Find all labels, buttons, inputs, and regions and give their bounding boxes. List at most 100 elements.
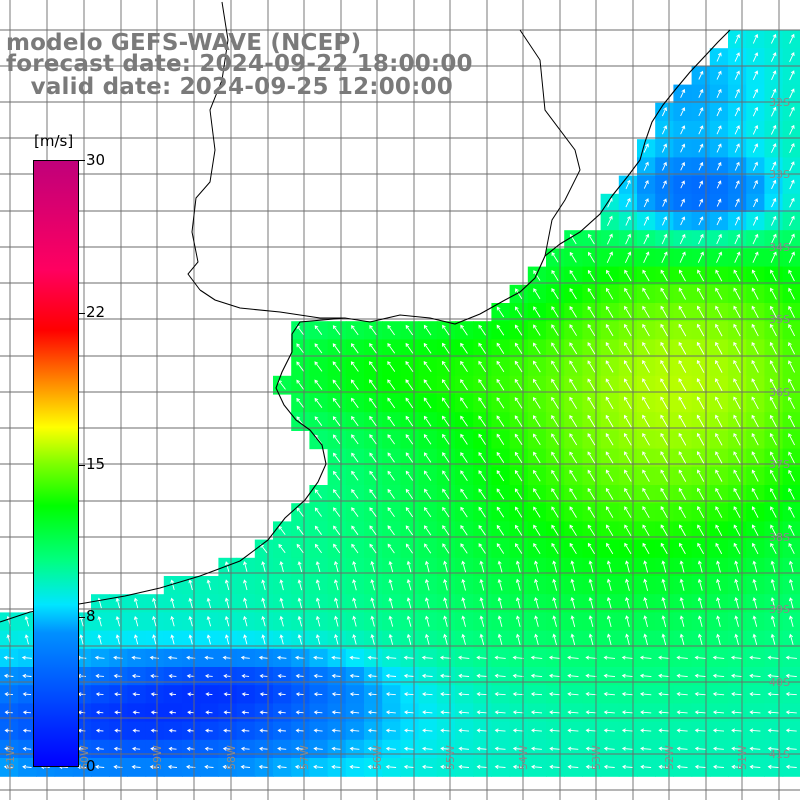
coastline [0,29,731,623]
wind-arrow [769,360,777,373]
wind-arrow [551,306,559,318]
wind-arrow [405,506,414,518]
wind-arrow [296,361,305,372]
wind-arrow [767,728,779,733]
wind-arrow [605,487,614,500]
wind-arrow [385,728,396,733]
wind-arrow [551,360,559,373]
wind-arrow [170,615,175,627]
wind-arrow [22,673,32,678]
wind-arrow [770,524,777,536]
wind-arrow [315,561,321,573]
wind-arrow [642,451,650,464]
wind-arrow [440,764,451,769]
wind-arrow [533,469,541,482]
wind-speed-cell [782,284,800,304]
wind-arrow [515,524,523,536]
wind-arrow [385,692,396,697]
wind-arrow [752,633,758,646]
wind-arrow [603,691,615,697]
latitude-label: 41S [769,748,790,761]
wind-arrow [385,710,396,715]
wind-arrow [258,764,269,769]
wind-arrow [241,692,249,697]
colorbar-tick-label: 8 [86,607,96,625]
wind-arrow [168,746,177,751]
wind-speed-cell [782,430,800,450]
wind-arrow [297,561,303,573]
wind-arrow [733,360,741,373]
wind-arrow [114,710,122,715]
colorbar-tick-label: 30 [86,151,106,169]
wind-arrow [715,341,723,355]
wind-arrow [642,542,650,555]
wind-arrow [370,633,375,645]
wind-arrow [733,451,741,464]
wind-arrow [460,433,468,445]
wind-arrow [115,634,120,645]
wind-arrow [478,324,486,336]
wind-arrow [587,433,596,446]
wind-arrow [751,305,759,319]
longitude-label: 55W [444,745,457,770]
wind-arrow [131,655,141,660]
wind-arrow [514,397,523,409]
wind-arrow [551,451,559,464]
wind-arrow [4,692,14,697]
wind-arrow [603,746,615,751]
wind-arrow [603,710,615,715]
wind-arrow [696,359,705,373]
wind-arrow [406,597,412,609]
wind-arrow [640,691,652,697]
wind-arrow [715,487,723,500]
wind-arrow [478,488,486,500]
wind-arrow [496,342,505,354]
wind-arrow [405,324,414,336]
wind-arrow [661,251,668,263]
wind-arrow [769,433,777,446]
wind-arrow [752,52,759,62]
wind-arrow [678,305,687,319]
wind-arrow [97,615,102,627]
wind-arrow [697,251,704,263]
wind-arrow [352,597,357,609]
wind-arrow [351,525,359,536]
wind-arrow [698,198,704,207]
wind-arrow [369,361,377,372]
wind-arrow [261,634,266,645]
wind-arrow [512,764,524,769]
wind-arrow [367,673,378,678]
wind-arrow [569,414,578,428]
wind-arrow [458,764,470,769]
wind-arrow [332,325,341,336]
wind-arrow [531,728,542,733]
wind-arrow [642,378,650,392]
wind-arrow [625,596,630,609]
wind-arrow [114,728,122,733]
wind-arrow [369,325,377,336]
wind-arrow [734,70,740,80]
wind-arrow [660,506,668,519]
wind-arrow [97,634,102,645]
wind-arrow [349,655,360,660]
wind-arrow [403,764,415,769]
wind-arrow [367,728,378,733]
wind-arrow [623,414,632,428]
wind-arrow [678,269,686,282]
wind-arrow [606,287,614,300]
wind-arrow [789,33,795,44]
wind-arrow [424,615,430,627]
wind-arrow [679,615,685,627]
wind-arrow [549,764,561,769]
wind-arrow [514,488,523,500]
wind-arrow [458,746,470,751]
wind-arrow [715,287,723,300]
wind-arrow [716,198,722,207]
wind-arrow [259,673,268,679]
wind-arrow [603,655,616,660]
wind-arrow [680,180,685,189]
wind-arrow [186,673,195,679]
wind-arrow [460,488,468,500]
wind-arrow [769,451,777,464]
